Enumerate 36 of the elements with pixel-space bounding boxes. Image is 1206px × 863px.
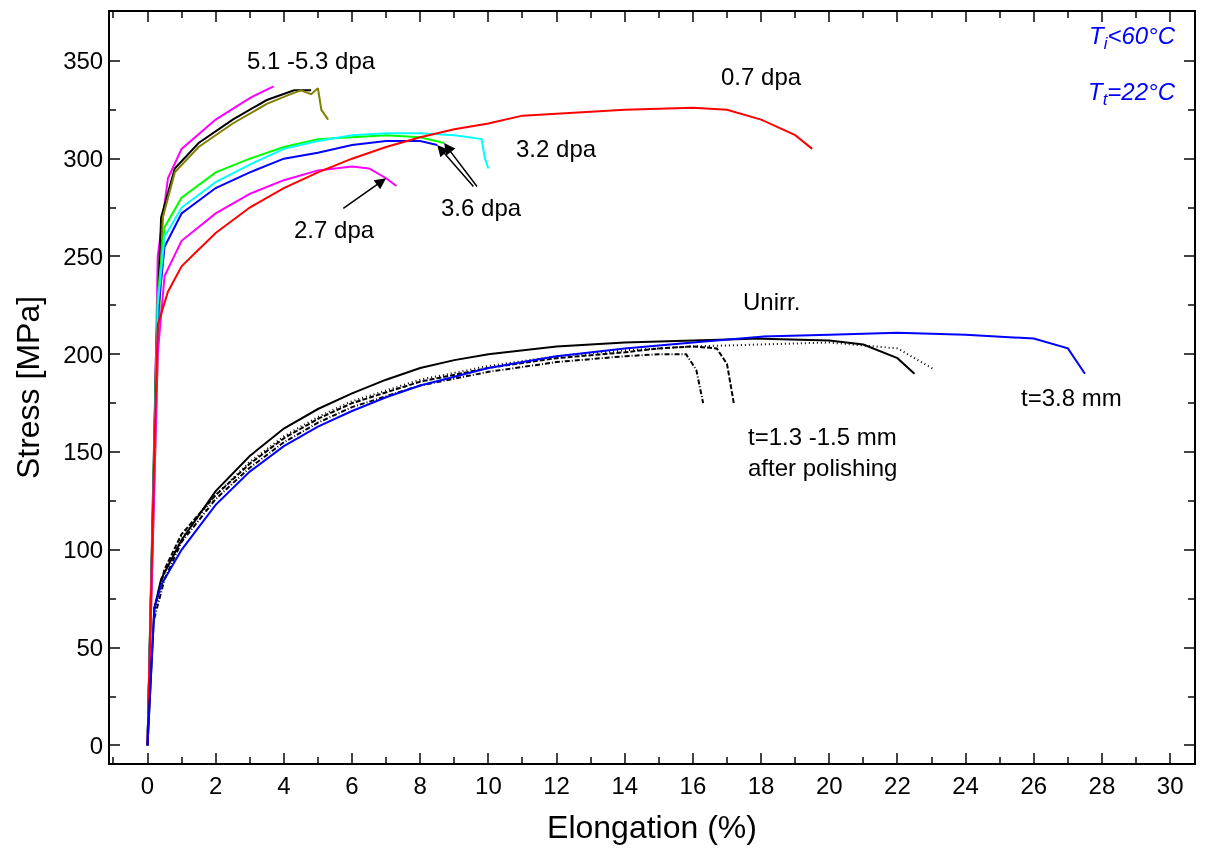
x-tick-label: 14: [611, 771, 639, 799]
x-tick-label: 0: [140, 771, 155, 799]
y-tick-label: 350: [63, 47, 104, 75]
y-tick-label: 100: [63, 536, 104, 564]
x-tick-label: 6: [345, 771, 359, 799]
annotation: 3.2 dpa: [516, 135, 597, 162]
x-tick-label: 4: [277, 771, 291, 799]
x-axis-title: Elongation (%): [547, 809, 757, 846]
x-tick-label: 10: [475, 771, 502, 799]
y-tick-label: 200: [63, 340, 104, 368]
annotation: 2.7 dpa: [294, 216, 375, 243]
x-tick-label: 2: [208, 771, 223, 799]
y-tick-label: 250: [63, 242, 104, 270]
y-axis-title: Stress [MPa]: [9, 295, 46, 480]
y-tick-label: 50: [76, 634, 104, 662]
annotation: Unirr.: [743, 288, 801, 315]
x-tick-label: 12: [543, 771, 570, 799]
annotation: t=3.8 mm: [1021, 384, 1122, 411]
x-tick-label: 22: [884, 771, 911, 799]
y-tick-label: 0: [89, 731, 104, 759]
annotation: 5.1 -5.3 dpa: [247, 47, 376, 74]
x-tick-label: 8: [413, 771, 427, 799]
y-tick-label: 300: [63, 145, 104, 173]
annotation: 3.6 dpa: [441, 194, 522, 221]
x-tick-label: 30: [1156, 771, 1184, 799]
annotation: T$_{i}$<60°C: [1089, 22, 1176, 54]
x-tick-label: 16: [679, 771, 707, 799]
y-tick-label: 150: [63, 438, 104, 466]
x-tick-label: 24: [952, 771, 979, 799]
x-tick-label: 18: [747, 771, 775, 799]
x-tick-label: 26: [1020, 771, 1048, 799]
x-tick-label: 28: [1088, 771, 1116, 799]
annotation: 0.7 dpa: [721, 63, 802, 90]
annotation: t=1.3 -1.5 mm after polishing: [748, 423, 898, 482]
annotation: T$_{t}$=22°C: [1088, 78, 1176, 110]
x-tick-label: 20: [815, 771, 843, 799]
